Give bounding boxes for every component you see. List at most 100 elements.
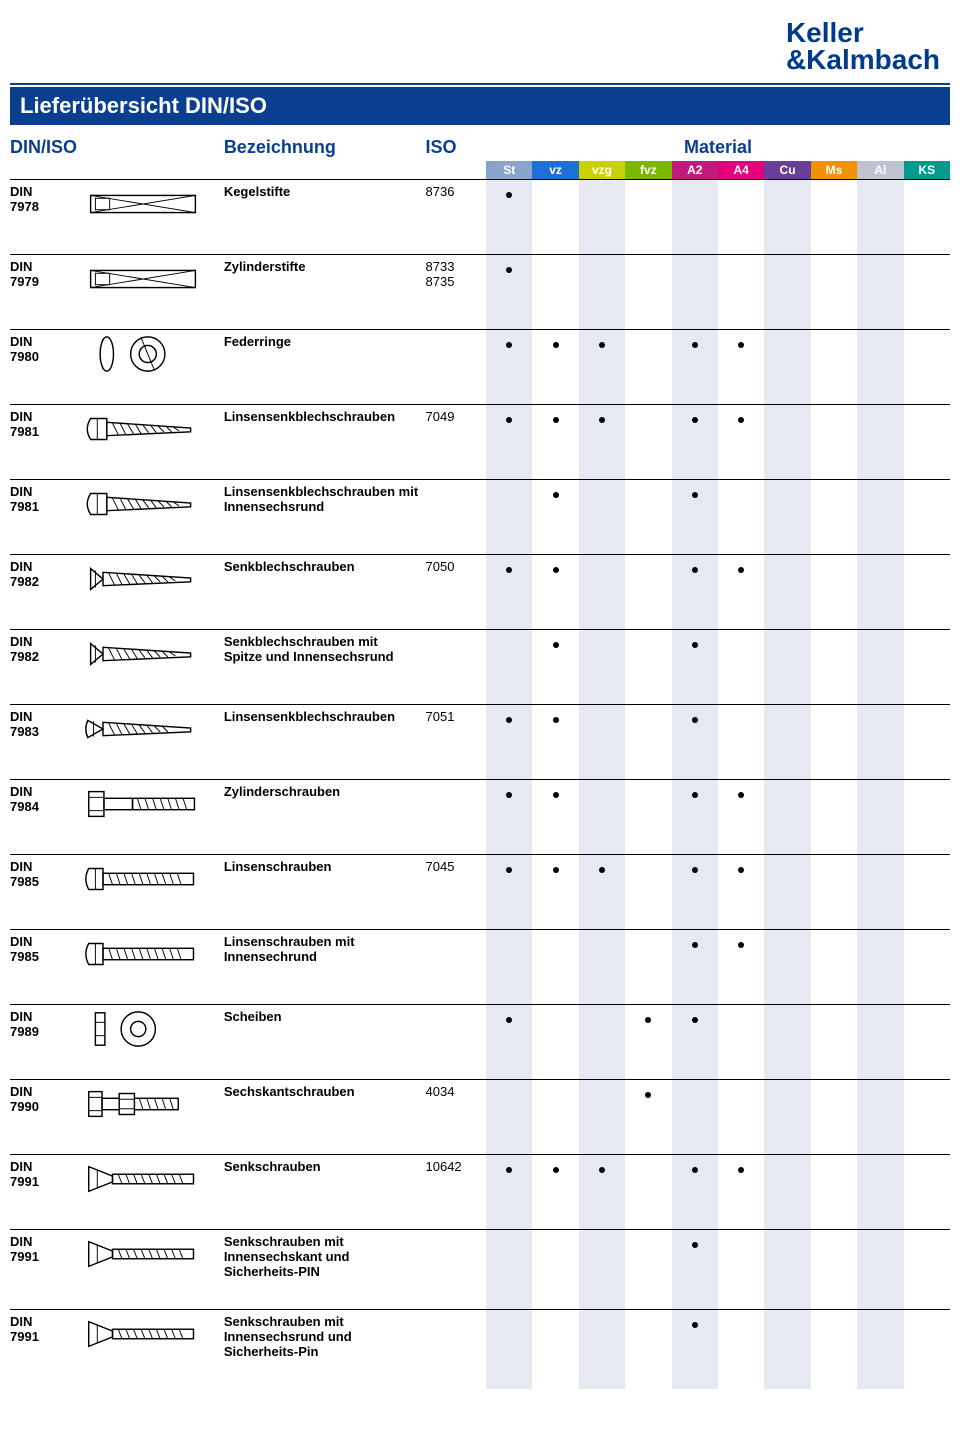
table-row: DIN7985Linsenschrauben7045: [10, 855, 950, 930]
table-row: DIN7982Senkblechschrauben7050: [10, 555, 950, 630]
material-cell-fvz: [625, 180, 671, 255]
material-cell-fvz: [625, 330, 671, 405]
material-header-St: St: [486, 161, 532, 180]
material-cell-vz: [532, 255, 578, 330]
part-illustration: [78, 630, 224, 705]
bezeichnung: Linsensenkblechschrauben: [224, 705, 426, 780]
material-header-fvz: fvz: [625, 161, 671, 180]
availability-dot: [738, 567, 744, 573]
material-cell-Al: [857, 330, 903, 405]
material-cell-vzg: [579, 705, 625, 780]
table-row: DIN7989Scheiben: [10, 1005, 950, 1080]
table-row: DIN7983Linsensenkblechschrauben7051: [10, 705, 950, 780]
material-cell-vz: [532, 1230, 578, 1310]
availability-dot: [692, 867, 698, 873]
availability-dot: [692, 792, 698, 798]
bezeichnung: Scheiben: [224, 1005, 426, 1080]
material-cell-vzg: [579, 780, 625, 855]
part-illustration: [78, 1080, 224, 1155]
availability-dot: [692, 1167, 698, 1173]
material-cell-Al: [857, 405, 903, 480]
material-cell-A2: [672, 330, 718, 405]
din-label: DIN7980: [10, 330, 78, 405]
iso-value: [426, 1005, 487, 1080]
material-cell-vz: [532, 330, 578, 405]
material-cell-A4: [718, 855, 764, 930]
material-cell-vzg: [579, 1310, 625, 1390]
material-cell-Ms: [811, 255, 857, 330]
availability-dot: [553, 717, 559, 723]
material-cell-fvz: [625, 855, 671, 930]
material-cell-A2: [672, 855, 718, 930]
material-cell-vz: [532, 780, 578, 855]
table-row: DIN7991Senkschrauben mit Innensechsrund …: [10, 1310, 950, 1390]
material-cell-A2: [672, 930, 718, 1005]
din-label: DIN7984: [10, 780, 78, 855]
part-illustration: [78, 180, 224, 255]
material-header-A4: A4: [718, 161, 764, 180]
material-cell-St: [486, 705, 532, 780]
material-cell-Cu: [764, 630, 810, 705]
material-cell-Ms: [811, 330, 857, 405]
material-cell-vzg: [579, 330, 625, 405]
part-illustration: [78, 480, 224, 555]
material-cell-St: [486, 1155, 532, 1230]
availability-dot: [506, 417, 512, 423]
material-cell-St: [486, 630, 532, 705]
material-cell-Al: [857, 255, 903, 330]
material-cell-vz: [532, 705, 578, 780]
availability-dot: [738, 342, 744, 348]
table-row: DIN7979Zylinderstifte87338735: [10, 255, 950, 330]
availability-dot: [738, 417, 744, 423]
material-cell-A4: [718, 780, 764, 855]
material-cell-Al: [857, 555, 903, 630]
din-label: DIN7991: [10, 1230, 78, 1310]
material-cell-Al: [857, 705, 903, 780]
iso-value: 4034: [426, 1080, 487, 1155]
material-cell-KS: [904, 705, 950, 780]
material-cell-fvz: [625, 1230, 671, 1310]
material-cell-A2: [672, 255, 718, 330]
material-header-Ms: Ms: [811, 161, 857, 180]
availability-dot: [506, 867, 512, 873]
material-header-Al: Al: [857, 161, 903, 180]
col-header-material: Material: [486, 137, 950, 161]
availability-dot: [738, 867, 744, 873]
availability-dot: [599, 1167, 605, 1173]
material-cell-Cu: [764, 1230, 810, 1310]
part-illustration: [78, 930, 224, 1005]
material-cell-Ms: [811, 1005, 857, 1080]
part-illustration: [78, 1005, 224, 1080]
availability-dot: [738, 942, 744, 948]
material-cell-A2: [672, 705, 718, 780]
material-cell-Al: [857, 1310, 903, 1390]
bezeichnung: Zylinderstifte: [224, 255, 426, 330]
material-cell-Cu: [764, 855, 810, 930]
material-cell-fvz: [625, 1080, 671, 1155]
material-cell-vzg: [579, 555, 625, 630]
availability-dot: [599, 417, 605, 423]
availability-dot: [738, 1167, 744, 1173]
material-cell-A4: [718, 255, 764, 330]
availability-dot: [692, 1322, 698, 1328]
material-cell-vz: [532, 930, 578, 1005]
bezeichnung: Senkschrauben mit Innensechsrund und Sic…: [224, 1310, 426, 1390]
material-cell-Al: [857, 930, 903, 1005]
material-cell-vzg: [579, 405, 625, 480]
material-cell-vzg: [579, 480, 625, 555]
availability-dot: [553, 492, 559, 498]
din-label: DIN7978: [10, 180, 78, 255]
material-cell-KS: [904, 1230, 950, 1310]
material-cell-A4: [718, 180, 764, 255]
table-row: DIN7981Linsensenkblechschrauben mit Inne…: [10, 480, 950, 555]
iso-value: 8736: [426, 180, 487, 255]
material-cell-Ms: [811, 705, 857, 780]
material-cell-KS: [904, 630, 950, 705]
availability-dot: [738, 792, 744, 798]
material-cell-vzg: [579, 1230, 625, 1310]
bezeichnung: Federringe: [224, 330, 426, 405]
availability-dot: [692, 942, 698, 948]
availability-dot: [506, 267, 512, 273]
brand-logo: Keller &Kalmbach: [786, 20, 940, 73]
availability-dot: [553, 867, 559, 873]
